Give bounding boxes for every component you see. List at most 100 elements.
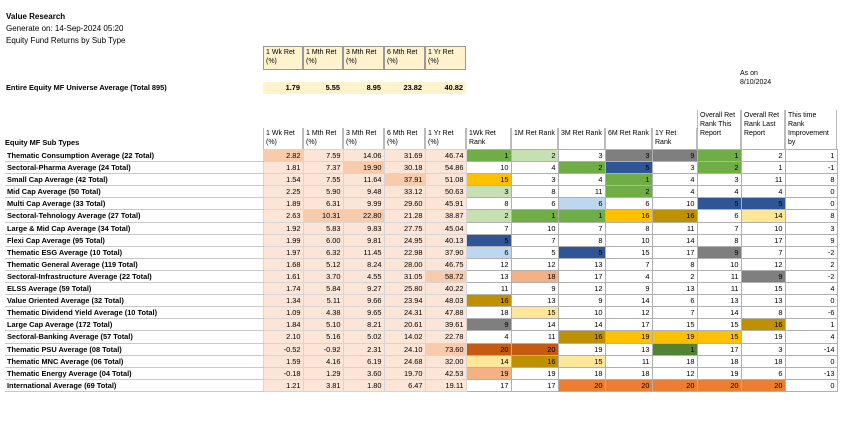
table-row: Sectoral-Infrastructure Average (22 Tota… xyxy=(5,269,838,284)
rank-cell: 15 xyxy=(696,318,742,332)
return-cell: 1.21 xyxy=(262,378,304,392)
rank-cell: 16 xyxy=(740,318,786,332)
universe-value: 40.82 xyxy=(425,82,466,94)
return-cell: 6.19 xyxy=(342,354,385,368)
improvement-cell: 4 xyxy=(784,282,838,296)
return-cell: 40.13 xyxy=(424,233,467,247)
rank-cell: 3 xyxy=(557,148,606,163)
rank-cell: 16 xyxy=(651,209,698,223)
rank-cell: 12 xyxy=(557,282,606,296)
rank-cell: 9 xyxy=(696,245,742,259)
return-cell: 9.81 xyxy=(342,233,385,247)
as-on-date: As on 8/10/2024 xyxy=(740,70,772,86)
rank-cell: 8 xyxy=(740,306,786,320)
rank-cell: 9 xyxy=(557,294,606,308)
return-cell: 3.81 xyxy=(302,378,344,392)
return-cell: 19.11 xyxy=(424,378,467,392)
return-cell: 1.29 xyxy=(302,366,344,380)
rank-cell: 8 xyxy=(696,233,742,247)
subtype-name: Mid Cap Average (50 Total) xyxy=(5,185,263,199)
rank-cell: 14 xyxy=(557,318,606,332)
rank-cell: 13 xyxy=(696,294,742,308)
return-cell: 5.10 xyxy=(302,318,344,332)
return-cell: 9.66 xyxy=(342,294,385,308)
subtype-name: ELSS Average (59 Total) xyxy=(5,282,263,296)
table-row: Mid Cap Average (50 Total) 2.25 5.90 9.48 33… xyxy=(5,185,838,199)
rank-column-header: 3M Ret Rank xyxy=(558,128,605,149)
rank-column-header: 6M Ret Rank xyxy=(605,128,652,149)
return-cell: 24.68 xyxy=(383,354,426,368)
rank-cell: 2 xyxy=(696,161,742,175)
subtype-name: Thematic PSU Average (08 Total) xyxy=(5,343,263,356)
improvement-cell: 3 xyxy=(784,221,838,235)
return-cell: 6.31 xyxy=(302,197,344,211)
improvement-cell: 8 xyxy=(784,173,838,187)
table-row: Thematic Dividend Yield Average (10 Tota… xyxy=(5,306,838,320)
table-row: Thematic PSU Average (08 Total) -0.52 -0.9… xyxy=(5,342,838,356)
return-cell: 27.75 xyxy=(383,221,426,235)
rank-cell: 15 xyxy=(510,306,559,320)
improvement-cell: -2 xyxy=(784,245,838,259)
return-cell: 58.72 xyxy=(424,269,467,284)
return-cell: 5.11 xyxy=(302,294,344,308)
return-cell: 21.28 xyxy=(383,209,426,223)
subtype-name: Multi Cap Average (33 Total) xyxy=(5,197,263,211)
return-cell: 5.16 xyxy=(302,330,344,344)
rank-cell: 13 xyxy=(510,294,559,308)
return-cell: 4.38 xyxy=(302,306,344,320)
top-return-header: 1 Yr Ret (%) xyxy=(425,46,466,70)
return-cell: 29.60 xyxy=(383,197,426,211)
table-row: Large & Mid Cap Average (34 Total) 1.92 5.… xyxy=(5,221,838,235)
return-cell: 28.00 xyxy=(383,257,426,271)
rank-cell: 9 xyxy=(651,148,698,163)
improvement-cell: -13 xyxy=(784,366,838,380)
rank-cell: 7 xyxy=(557,221,606,235)
return-cell: 9.83 xyxy=(342,221,385,235)
rank-cell: 16 xyxy=(604,209,653,223)
subtype-name: Value Oriented Average (32 Total) xyxy=(5,294,263,308)
return-cell: 54.86 xyxy=(424,161,467,175)
return-cell: 4.55 xyxy=(342,269,385,284)
top-return-header: 1 Mth Ret (%) xyxy=(303,46,343,70)
return-cell: 1.74 xyxy=(262,282,304,296)
rank-cell: 16 xyxy=(557,330,606,344)
return-cell: 6.32 xyxy=(302,245,344,259)
generated-date: Generate on: 14-Sep-2024 05:20 xyxy=(6,24,124,33)
rank-cell: 1 xyxy=(557,209,606,223)
rank-cell: 18 xyxy=(696,354,742,368)
return-column-header: 1 Mth Ret (%) xyxy=(303,128,343,149)
rank-cell: 12 xyxy=(604,306,653,320)
rank-cell: 5 xyxy=(604,161,653,175)
rank-cell: 20 xyxy=(557,378,606,392)
return-cell: 1.59 xyxy=(262,354,304,368)
rank-cell: 4 xyxy=(510,161,559,175)
subtype-name: Sectoral-Banking Average (57 Total) xyxy=(5,330,263,344)
rank-cell: 18 xyxy=(740,354,786,368)
rank-cell: 1 xyxy=(510,209,559,223)
rank-cell: 13 xyxy=(465,269,512,284)
rank-cell: 2 xyxy=(557,161,606,175)
subtype-name: Thematic Consumption Average (22 Total) xyxy=(5,149,263,163)
return-cell: 22.98 xyxy=(383,245,426,259)
return-cell: 45.91 xyxy=(424,197,467,211)
rank-cell: 9 xyxy=(604,282,653,296)
rank-cell: 10 xyxy=(740,221,786,235)
rank-cell: 12 xyxy=(465,257,512,271)
table-row: Flexi Cap Average (95 Total) 1.99 6.00 9.81… xyxy=(5,233,838,247)
rank-cell: 17 xyxy=(510,378,559,392)
return-cell: 1.84 xyxy=(262,318,304,332)
subtypes-header: Equity MF Sub Types xyxy=(5,138,80,147)
table-row: Thematic Consumption Average (22 Total) 2… xyxy=(5,148,838,163)
rank-cell: 9 xyxy=(465,318,512,332)
rank-cell: 4 xyxy=(604,269,653,284)
return-cell: 30.18 xyxy=(383,161,426,175)
rank-cell: 19 xyxy=(651,330,698,344)
return-column-header: 1 Yr Ret (%) xyxy=(425,128,466,149)
return-cell: 1.54 xyxy=(262,173,304,187)
rank-column-header: 1Y Ret Rank xyxy=(652,128,697,149)
rank-cell: 15 xyxy=(651,318,698,332)
subtype-name: Flexi Cap Average (95 Total) xyxy=(5,234,263,247)
rank-cell: 8 xyxy=(510,185,559,199)
rank-cell: 8 xyxy=(465,197,512,211)
return-cell: 7.59 xyxy=(302,148,344,163)
